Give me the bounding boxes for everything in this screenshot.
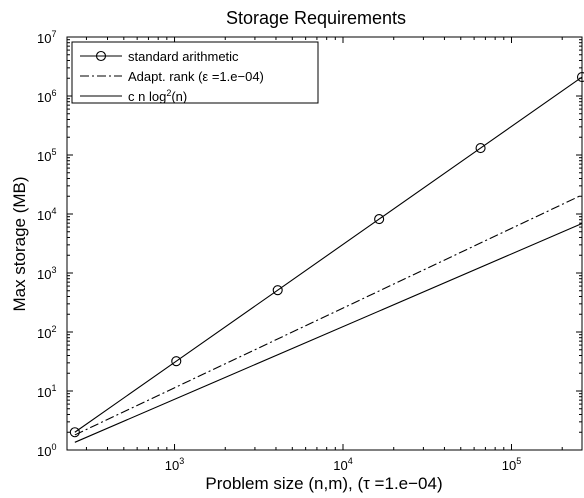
- legend-marker: [95, 50, 107, 62]
- series-layer: [69, 71, 584, 443]
- data-point-marker: [374, 214, 385, 225]
- x-tick-label: 105: [502, 456, 521, 473]
- chart-title: Storage Requirements: [226, 8, 406, 28]
- data-point-marker: [272, 285, 283, 296]
- legend-label-1: Adapt. rank (ε =1.e−04): [128, 69, 264, 84]
- data-point-marker: [475, 143, 486, 154]
- legend-label-2: c n log2(n): [128, 88, 187, 104]
- legend: standard arithmetic Adapt. rank (ε =1.e−0…: [71, 41, 319, 104]
- series-line-0: [74, 76, 583, 433]
- data-point-marker: [576, 71, 584, 83]
- y-tick-label: 102: [37, 324, 56, 341]
- y-tick-label: 106: [37, 88, 56, 105]
- y-tick-label: 104: [37, 206, 56, 223]
- y-tick-label: 105: [37, 147, 56, 164]
- y-tick-label: 101: [37, 383, 56, 400]
- tick-labels: 103 104 105 100 101 102 103 104 105 106 107: [37, 29, 521, 473]
- plot-frame: [66, 36, 583, 451]
- y-tick-label: 107: [37, 29, 56, 46]
- x-axis-label: Problem size (n,m), (τ =1.e−04): [205, 474, 442, 493]
- legend-box: [71, 41, 319, 104]
- y-tick-label: 100: [37, 442, 56, 459]
- data-point-marker: [171, 356, 182, 367]
- x-tick-label: 104: [333, 456, 352, 473]
- x-tick-label: 103: [165, 456, 184, 473]
- legend-label-0: standard arithmetic: [128, 49, 239, 64]
- data-point-marker: [69, 427, 80, 438]
- series-line-2: [74, 223, 583, 443]
- y-tick-label: 103: [37, 265, 56, 282]
- series-line-1: [74, 194, 583, 436]
- y-axis-label: Max storage (MB): [10, 176, 29, 311]
